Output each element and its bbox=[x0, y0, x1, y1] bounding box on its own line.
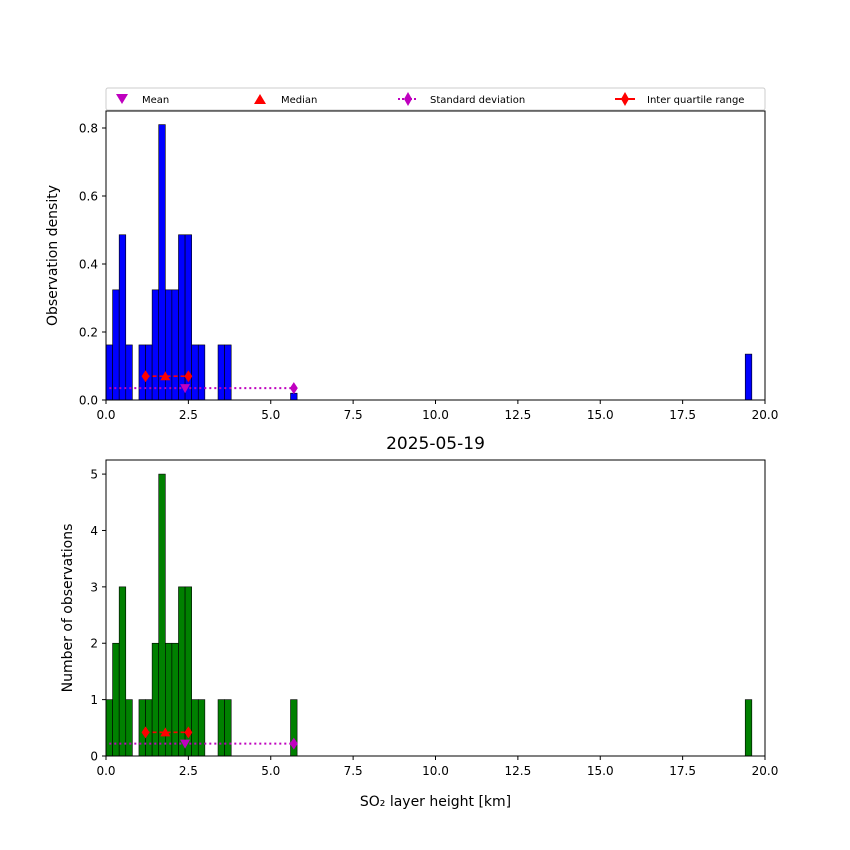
bottom-bar-13 bbox=[197, 699, 206, 757]
legend-label-mean: Mean bbox=[142, 95, 169, 106]
top-x-ticks: 0.0 2.5 5.0 7.5 10.0 12.5 15.0 17.5 20.0 bbox=[96, 400, 778, 422]
top-x-tick-label-7: 17.5 bbox=[669, 408, 696, 422]
top-y-axis-label: Observation density bbox=[45, 185, 61, 326]
bottom-bar-7 bbox=[158, 473, 166, 757]
top-x-tick-label-5: 12.5 bbox=[505, 408, 532, 422]
bottom-bar-17 bbox=[744, 699, 753, 757]
bottom-chart-title: 2025-05-19 bbox=[386, 434, 485, 454]
top-x-tick-label-0: 0.0 bbox=[96, 408, 115, 422]
legend-label-iqr: Inter quartile range bbox=[647, 95, 744, 106]
bottom-bar-10 bbox=[178, 586, 186, 757]
top-bar-14 bbox=[217, 344, 225, 401]
bottom-iqr-diamond-low bbox=[141, 726, 150, 739]
bottom-bar-0 bbox=[105, 699, 113, 757]
bottom-bar-14 bbox=[217, 699, 225, 757]
bottom-x-tick-label-5: 12.5 bbox=[505, 764, 532, 778]
top-y-tick-label-3: 0.6 bbox=[79, 190, 98, 204]
bottom-x-tick-label-0: 0.0 bbox=[96, 764, 115, 778]
legend-item-median: Median bbox=[254, 94, 317, 106]
legend-label-median: Median bbox=[281, 95, 317, 106]
top-y-tick-label-4: 0.8 bbox=[79, 122, 98, 136]
bottom-bar-8 bbox=[165, 642, 173, 757]
top-bar-12 bbox=[191, 344, 199, 401]
bottom-y-tick-label-0: 0 bbox=[90, 750, 98, 764]
top-bar-1 bbox=[112, 289, 120, 401]
top-iqr-diamond-high bbox=[184, 370, 193, 383]
bottom-bar-3 bbox=[125, 699, 133, 757]
bottom-bar-1 bbox=[112, 642, 120, 757]
top-y-tick-label-2: 0.4 bbox=[79, 258, 98, 272]
top-bar-9 bbox=[171, 289, 179, 401]
bottom-x-tick-label-7: 17.5 bbox=[669, 764, 696, 778]
iqr-diamond-icon bbox=[621, 92, 629, 106]
mean-marker-icon bbox=[116, 94, 128, 104]
top-x-tick-label-2: 5.0 bbox=[261, 408, 280, 422]
top-y-tick-label-0: 0.0 bbox=[79, 394, 98, 408]
top-bar-7 bbox=[158, 124, 166, 401]
bottom-x-tick-label-6: 15.0 bbox=[587, 764, 614, 778]
bottom-std-diamond bbox=[289, 737, 298, 750]
bottom-bar-2 bbox=[118, 586, 127, 757]
bottom-y-tick-label-4: 4 bbox=[90, 524, 98, 538]
top-iqr-diamond-low bbox=[141, 370, 150, 383]
bottom-y-ticks: 0 1 2 3 4 5 bbox=[90, 468, 106, 764]
bottom-panel: 2025-05-19 0.0 2.5 5.0 7.5 10.0 12.5 15.0 17.5 2… bbox=[60, 434, 778, 810]
bottom-x-tick-label-3: 7.5 bbox=[344, 764, 363, 778]
top-y-tick-label-1: 0.2 bbox=[79, 326, 98, 340]
top-bar-10 bbox=[178, 234, 186, 401]
top-x-tick-label-3: 7.5 bbox=[344, 408, 363, 422]
bottom-bar-12 bbox=[191, 699, 199, 757]
bottom-bar-6 bbox=[151, 642, 160, 757]
bottom-x-tick-label-8: 20.0 bbox=[752, 764, 779, 778]
top-bar-15 bbox=[224, 344, 232, 401]
top-panel: 0.0 2.5 5.0 7.5 10.0 12.5 15.0 17.5 20.0 0.00.20… bbox=[45, 110, 778, 422]
top-bar-2 bbox=[118, 234, 127, 401]
legend-item-iqr: Inter quartile range bbox=[615, 92, 744, 106]
bottom-x-tick-label-1: 2.5 bbox=[179, 764, 198, 778]
top-median-marker bbox=[160, 371, 171, 381]
bottom-y-tick-label-5: 5 bbox=[90, 468, 98, 482]
bottom-stats bbox=[109, 726, 298, 750]
bottom-x-axis-label: SO₂ layer height [km] bbox=[360, 794, 511, 810]
top-x-tick-label-4: 10.0 bbox=[422, 408, 449, 422]
bottom-x-ticks: 0.0 2.5 5.0 7.5 10.0 12.5 15.0 17.5 20.0 bbox=[96, 756, 778, 778]
top-stats bbox=[109, 370, 298, 395]
top-bar-16 bbox=[290, 392, 298, 401]
bottom-y-tick-label-3: 3 bbox=[90, 580, 98, 594]
bottom-bar-9 bbox=[171, 642, 179, 757]
bottom-y-tick-label-2: 2 bbox=[90, 637, 98, 651]
std-diamond-icon bbox=[404, 92, 412, 106]
top-std-diamond bbox=[289, 382, 298, 395]
bottom-median-marker bbox=[160, 727, 171, 737]
legend: Mean Median Standard deviation Inter qua… bbox=[105, 87, 766, 111]
top-bar-13 bbox=[197, 344, 206, 401]
top-x-tick-label-1: 2.5 bbox=[179, 408, 198, 422]
legend-frame bbox=[105, 87, 766, 111]
bottom-bar-15 bbox=[224, 699, 232, 757]
top-bar-17 bbox=[744, 353, 753, 401]
bottom-bars bbox=[105, 473, 753, 757]
legend-item-mean: Mean bbox=[116, 94, 169, 106]
median-marker-icon bbox=[254, 94, 266, 104]
top-x-tick-label-6: 15.0 bbox=[587, 408, 614, 422]
bottom-mean-marker bbox=[180, 739, 191, 749]
top-y-ticks: 0.0 0.2 0.4 0.6 0.8 bbox=[79, 122, 106, 408]
top-mean-marker bbox=[180, 384, 191, 394]
top-bar-3 bbox=[125, 344, 133, 401]
top-bar-8 bbox=[165, 289, 173, 401]
bottom-y-tick-label-1: 1 bbox=[90, 693, 98, 707]
bottom-y-axis-label: Number of observations bbox=[60, 524, 76, 693]
legend-label-std: Standard deviation bbox=[430, 95, 525, 106]
top-bar-0 bbox=[105, 344, 113, 401]
top-bars bbox=[105, 124, 753, 401]
top-x-tick-label-8: 20.0 bbox=[752, 408, 779, 422]
bottom-iqr-diamond-high bbox=[184, 726, 193, 739]
bottom-x-tick-label-4: 10.0 bbox=[422, 764, 449, 778]
top-bar-6 bbox=[151, 289, 160, 401]
legend-item-std: Standard deviation bbox=[398, 92, 525, 106]
bottom-x-tick-label-2: 5.0 bbox=[261, 764, 280, 778]
